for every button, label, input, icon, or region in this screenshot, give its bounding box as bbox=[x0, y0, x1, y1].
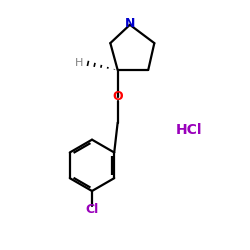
Text: Cl: Cl bbox=[86, 203, 98, 216]
Text: HCl: HCl bbox=[175, 123, 202, 137]
Text: O: O bbox=[112, 90, 123, 104]
Text: N: N bbox=[125, 16, 135, 30]
Text: H: H bbox=[75, 58, 84, 68]
